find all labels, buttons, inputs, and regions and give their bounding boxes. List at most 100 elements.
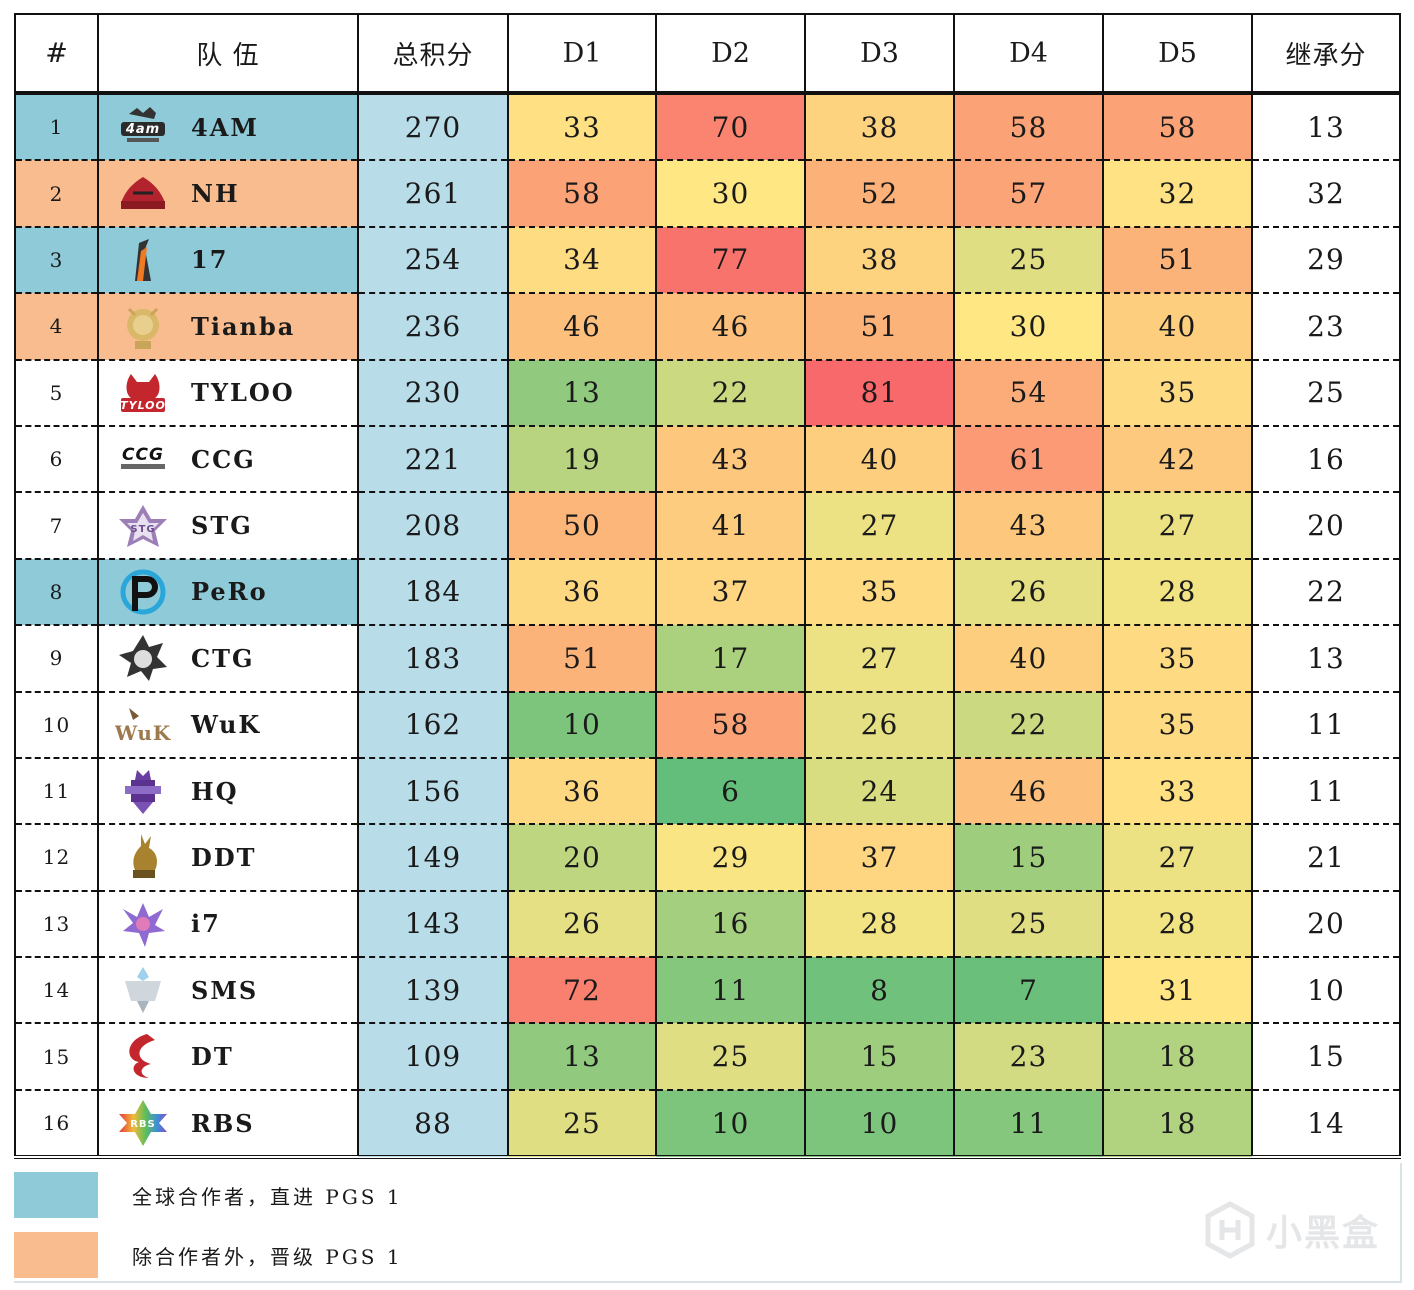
day-3-cell: 26 [804, 690, 955, 758]
legend-swatch-qualified [14, 1232, 98, 1278]
4am-logo-icon: 4am [113, 102, 173, 152]
total-cell: 208 [357, 491, 509, 559]
total-cell: 139 [357, 956, 509, 1024]
day-4-cell: 15 [953, 823, 1104, 891]
day-1-cell: 34 [507, 225, 657, 294]
carry-cell: 20 [1251, 889, 1401, 958]
team-cell: 17 [97, 225, 359, 294]
rank-cell: 14 [14, 956, 99, 1024]
total-cell: 149 [357, 823, 509, 891]
day-5-cell: 28 [1102, 889, 1253, 958]
day-5-cell: 31 [1102, 956, 1253, 1024]
team-name: RBS [191, 1108, 255, 1138]
svg-text:STG: STG [130, 524, 155, 535]
day-2-cell: 22 [655, 358, 806, 426]
team-cell: WuK WuK [97, 690, 359, 758]
day-3-cell: 37 [804, 823, 955, 891]
day-1-cell: 58 [507, 159, 657, 227]
standings-table: # 队 伍 总积分 D1 D2 D3 D4 D5 继承分 1 4am 4AM 270 3… [14, 13, 1401, 1160]
team-cell: SMS [97, 956, 359, 1024]
team-name: 17 [191, 245, 229, 275]
rank-cell: 10 [14, 690, 99, 758]
day-1-cell: 13 [507, 358, 657, 426]
day-4-cell: 46 [953, 756, 1104, 825]
carry-cell: 25 [1251, 358, 1401, 426]
rank-cell: 5 [14, 358, 99, 426]
day-4-cell: 43 [953, 491, 1104, 559]
svg-text:4am: 4am [125, 122, 160, 137]
carry-cell: 15 [1251, 1022, 1401, 1090]
day-3-cell: 28 [804, 889, 955, 958]
watermark: 小黑盒 [1200, 1200, 1380, 1260]
legend-label-qualified: 除合作者外，晋级 PGS 1 [132, 1244, 403, 1269]
day-4-cell: 25 [953, 225, 1104, 294]
day-5-cell: 42 [1102, 424, 1253, 493]
team-name: PeRo [191, 577, 268, 607]
day-2-cell: 10 [655, 1088, 806, 1160]
day-2-cell: 11 [655, 956, 806, 1024]
pero-logo-icon [113, 567, 173, 617]
rank-cell: 12 [14, 823, 99, 891]
day-1-cell: 50 [507, 491, 657, 559]
total-cell: 270 [357, 93, 509, 161]
day-2-cell: 46 [655, 292, 806, 360]
ccg-logo-icon: CCG [113, 434, 173, 484]
header-d5: D5 [1102, 13, 1253, 95]
day-1-cell: 72 [507, 956, 657, 1024]
table-row: 14 SMS 139 72 11 8 7 31 10 [14, 956, 1401, 1024]
svg-text:RBS: RBS [130, 1119, 156, 1130]
table-row: 5 TYLOO TYLOO 230 13 22 81 54 35 25 [14, 358, 1401, 426]
day-5-cell: 18 [1102, 1088, 1253, 1160]
sms-logo-icon [113, 965, 173, 1015]
day-2-cell: 6 [655, 756, 806, 825]
carry-cell: 13 [1251, 93, 1401, 161]
team-name: HQ [191, 776, 239, 806]
total-cell: 143 [357, 889, 509, 958]
day-5-cell: 32 [1102, 159, 1253, 227]
header-d1: D1 [507, 13, 657, 95]
rank-cell: 8 [14, 557, 99, 626]
day-2-cell: 77 [655, 225, 806, 294]
day-1-cell: 19 [507, 424, 657, 493]
day-1-cell: 25 [507, 1088, 657, 1160]
day-2-cell: 17 [655, 624, 806, 692]
legend-item-partner: 全球合作者，直进 PGS 1 [14, 1167, 1400, 1223]
tyloo-logo-icon: TYLOO [113, 368, 173, 418]
team-name: DT [191, 1042, 234, 1072]
table-row: 15 DT 109 13 25 15 23 18 15 [14, 1022, 1401, 1090]
nh-logo-icon [113, 169, 173, 219]
total-cell: 230 [357, 358, 509, 426]
team-cell: i7 [97, 889, 359, 958]
header-total: 总积分 [357, 13, 509, 95]
day-3-cell: 27 [804, 624, 955, 692]
table-row: 10 WuK WuK 162 10 58 26 22 35 11 [14, 690, 1401, 758]
xiaoheihe-logo-icon [1205, 1201, 1255, 1259]
wuk-logo-icon: WuK [113, 700, 173, 750]
team-name: DDT [191, 842, 257, 872]
day-5-cell: 28 [1102, 557, 1253, 626]
team-name: 4AM [191, 112, 259, 142]
day-3-cell: 8 [804, 956, 955, 1024]
hq-logo-icon [113, 766, 173, 816]
team-name: CTG [191, 643, 255, 673]
carry-cell: 29 [1251, 225, 1401, 294]
tianba-logo-icon [113, 301, 173, 351]
team-name: NH [191, 179, 240, 209]
day-2-cell: 16 [655, 889, 806, 958]
day-5-cell: 51 [1102, 225, 1253, 294]
day-3-cell: 51 [804, 292, 955, 360]
header-team: 队 伍 [97, 13, 359, 95]
day-1-cell: 20 [507, 823, 657, 891]
day-2-cell: 58 [655, 690, 806, 758]
header-d2: D2 [655, 13, 806, 95]
day-3-cell: 81 [804, 358, 955, 426]
day-2-cell: 41 [655, 491, 806, 559]
team-name: STG [191, 511, 253, 541]
total-cell: 236 [357, 292, 509, 360]
team-cell: DDT [97, 823, 359, 891]
svg-text:TYLOO: TYLOO [120, 399, 166, 412]
day-4-cell: 11 [953, 1088, 1104, 1160]
rbs-logo-icon: RBS [113, 1098, 173, 1148]
rank-cell: 7 [14, 491, 99, 559]
header-d4: D4 [953, 13, 1104, 95]
